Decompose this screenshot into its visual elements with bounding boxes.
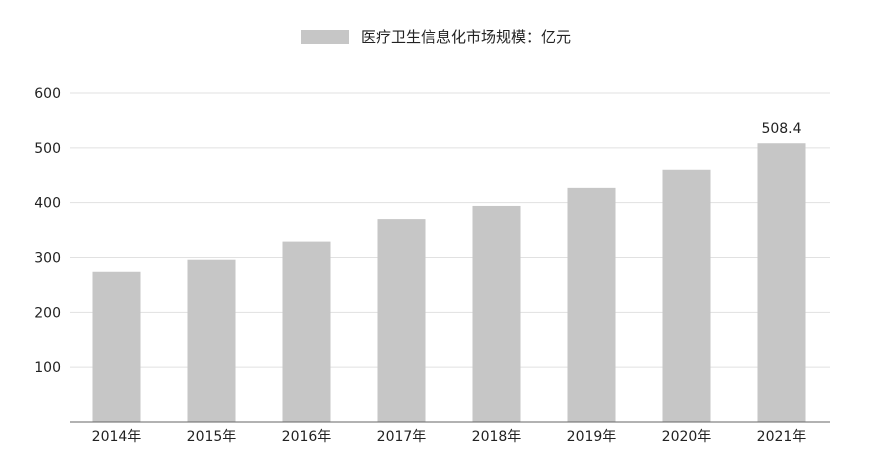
legend-swatch [301,30,349,44]
bar-2018年 [472,205,521,422]
y-tick-label: 600 [34,86,61,102]
x-tick-label: 2016年 [282,429,332,445]
bar-2014年 [92,271,141,422]
x-tick-label: 2018年 [472,429,522,445]
bar-2019年 [567,187,616,422]
bar-2016年 [282,241,331,422]
x-tick-label: 2015年 [187,429,237,445]
y-tick-label: 300 [34,251,61,267]
legend: 医疗卫生信息化市场规模：亿元 [301,28,571,46]
y-tick-label: 400 [34,196,61,212]
bar-2020年 [662,169,711,422]
legend-label: 医疗卫生信息化市场规模：亿元 [361,28,571,46]
x-tick-label: 2017年 [377,429,427,445]
data-labels: 508.4 [761,121,801,137]
grid [70,92,830,368]
bar-2021年 [757,143,806,422]
x-tick-label: 2020年 [662,429,712,445]
bars [92,143,806,422]
y-tick-label: 200 [34,305,61,321]
x-tick-label: 2014年 [92,429,142,445]
bar-2017年 [377,219,426,422]
x-tick-label: 2019年 [567,429,617,445]
y-axis: 100 200 300 400 500 600 [34,86,61,376]
bar-2015年 [187,259,236,422]
x-axis: 2014年 2015年 2016年 2017年 2018年 2019年 2020年 2021年 [70,421,830,445]
y-tick-label: 100 [34,360,61,376]
data-label: 508.4 [761,121,801,137]
y-tick-label: 500 [34,141,61,157]
x-tick-label: 2021年 [757,429,807,445]
